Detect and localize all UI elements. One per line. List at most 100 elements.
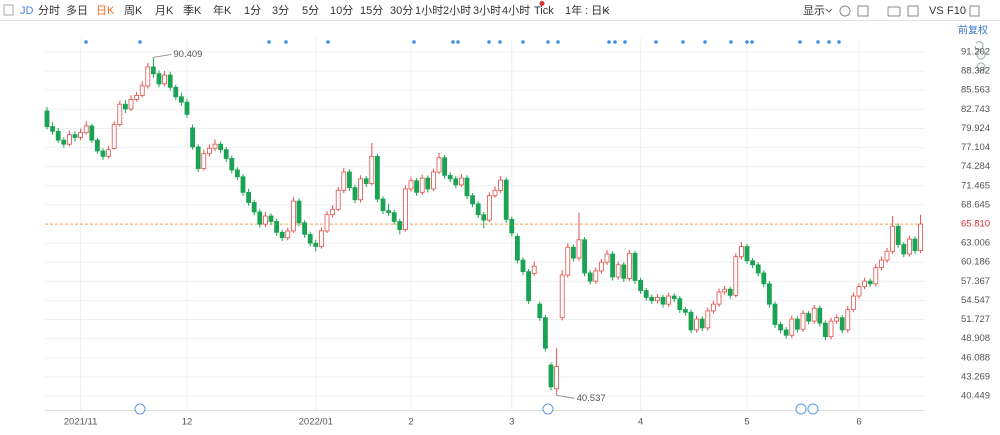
- period-tab[interactable]: 年K: [213, 3, 232, 17]
- period-tab[interactable]: 30分: [390, 4, 413, 17]
- candle-body: [111, 124, 117, 149]
- period-tab[interactable]: 5分: [302, 4, 319, 17]
- candle-body: [711, 303, 716, 312]
- candle: [604, 249, 610, 265]
- candle-body: [195, 146, 201, 170]
- candle: [778, 321, 783, 334]
- period-tab[interactable]: 3小时: [473, 4, 501, 17]
- range-selector[interactable]: 1年 : 日K: [565, 3, 610, 17]
- period-tab[interactable]: 分时: [38, 4, 60, 17]
- candle: [72, 131, 78, 142]
- candle: [671, 293, 677, 303]
- reset-icon[interactable]: [974, 41, 984, 51]
- candle-body: [44, 110, 50, 127]
- period-tab[interactable]: 10分: [330, 4, 353, 17]
- period-tab[interactable]: 1小时: [415, 4, 443, 17]
- edit-icon[interactable]: [907, 5, 919, 17]
- candle: [559, 270, 565, 321]
- symbol[interactable]: JD: [20, 5, 34, 17]
- settings-icon[interactable]: [839, 5, 851, 17]
- candle: [257, 209, 263, 228]
- candle: [890, 216, 895, 254]
- adjustment-label[interactable]: 前复权: [958, 24, 988, 37]
- candle: [755, 262, 761, 277]
- event-dot: [456, 40, 460, 44]
- y-tick-label: 46.088: [961, 352, 990, 363]
- candle: [823, 320, 828, 341]
- candle-body: [341, 171, 347, 191]
- candle: [50, 121, 55, 135]
- candle: [750, 258, 755, 269]
- candle-body: [374, 156, 380, 200]
- candle-body: [61, 139, 67, 145]
- candle: [246, 188, 252, 206]
- candle-body: [750, 260, 755, 266]
- period-tab[interactable]: 季K: [183, 4, 202, 17]
- candle: [178, 92, 184, 106]
- period-tab[interactable]: 15分: [360, 4, 383, 17]
- y-tick-label: 51.727: [961, 314, 990, 325]
- candle: [537, 301, 543, 322]
- candle: [722, 285, 727, 295]
- y-tick-label: 91.202: [961, 47, 990, 58]
- candle: [761, 270, 767, 288]
- candle: [391, 209, 397, 225]
- candle-body: [162, 74, 168, 85]
- window-icon[interactable]: [969, 5, 980, 17]
- candle: [509, 216, 515, 237]
- candle: [503, 177, 509, 223]
- candle-body: [823, 322, 828, 338]
- event-dot: [412, 40, 416, 44]
- event-dot: [267, 40, 271, 44]
- event-badge: [807, 403, 819, 415]
- candle-body: [671, 295, 677, 300]
- checkbox[interactable]: [3, 4, 14, 16]
- display-toggle[interactable]: 显示: [803, 4, 825, 17]
- candle-body: [481, 214, 487, 221]
- period-tab[interactable]: 月K: [155, 5, 174, 17]
- candle-body: [430, 171, 436, 190]
- candle-body: [436, 157, 442, 173]
- candle-body: [655, 296, 660, 302]
- period-tab[interactable]: Tick: [534, 5, 554, 17]
- camera-icon[interactable]: [887, 6, 901, 17]
- candle-body: [615, 264, 621, 278]
- y-tick-label: 43.269: [961, 371, 990, 382]
- zoom-out-icon[interactable]: [976, 62, 986, 72]
- candle: [44, 106, 50, 130]
- annotation-leader: [556, 394, 575, 399]
- period-tab[interactable]: 日K: [96, 5, 115, 17]
- period-tab[interactable]: 2小时: [443, 4, 471, 17]
- candle-body: [537, 303, 543, 319]
- event-dot: [84, 40, 88, 44]
- candle: [358, 175, 364, 203]
- candle: [234, 167, 240, 181]
- candle: [666, 292, 671, 307]
- candle: [789, 315, 795, 339]
- zoom-in-icon[interactable]: [976, 50, 986, 60]
- period-tab[interactable]: 多日: [66, 3, 88, 17]
- period-tab[interactable]: 周K: [124, 4, 143, 17]
- candle-body: [156, 73, 162, 85]
- period-tab[interactable]: 3分: [272, 4, 289, 17]
- period-tab[interactable]: 1分: [244, 4, 261, 17]
- event-dot: [681, 40, 685, 44]
- candle: [593, 267, 599, 284]
- candle-body: [139, 85, 145, 96]
- candle-body: [386, 210, 392, 214]
- event-dot: [623, 40, 627, 44]
- event-dot: [613, 40, 617, 44]
- candle: [716, 288, 722, 307]
- candle: [901, 241, 907, 258]
- vs-button[interactable]: VS: [929, 5, 944, 17]
- f10-button[interactable]: F10: [947, 5, 966, 17]
- candle-body: [55, 130, 61, 141]
- candle-body: [856, 286, 862, 297]
- candle-body: [67, 134, 72, 145]
- event-dot: [451, 40, 455, 44]
- candle-body: [486, 195, 492, 221]
- candle: [95, 138, 100, 154]
- square-icon[interactable]: [857, 5, 869, 17]
- period-tab[interactable]: 4小时: [502, 4, 530, 17]
- candle-body: [543, 317, 548, 349]
